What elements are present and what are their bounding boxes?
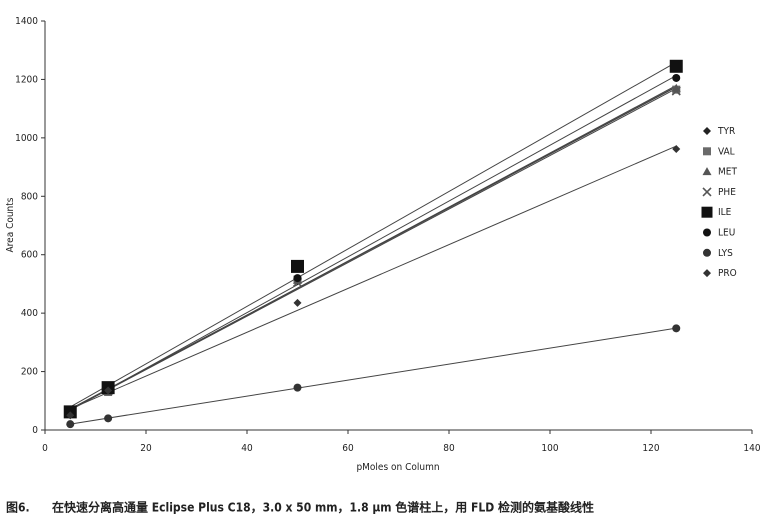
caption-label: 图6. (6, 501, 30, 515)
legend-marker (703, 228, 711, 237)
legend-label: LEU (718, 228, 735, 239)
point (672, 324, 681, 333)
legend-marker (703, 127, 711, 135)
y-tick-label: 600 (21, 250, 38, 261)
legend-label: PRO (718, 268, 737, 279)
caption: 在快速分离高通量 Eclipse Plus C18，3.0 x 50 mm，1.… (52, 500, 594, 515)
trendline (70, 85, 677, 411)
point (669, 59, 683, 73)
point (671, 86, 681, 96)
x-tick-label: 120 (642, 443, 659, 454)
point (66, 411, 75, 420)
legend-marker (703, 147, 711, 156)
x-tick-label: 140 (743, 443, 760, 454)
legend-label: TYR (717, 126, 735, 137)
legend-label: VAL (718, 146, 735, 157)
trendline (70, 327, 677, 425)
y-tick-label: 1200 (15, 74, 38, 85)
legend-marker (703, 248, 711, 257)
legend-label: PHE (718, 187, 736, 198)
x-tick-label: 20 (140, 443, 152, 454)
legend-marker (703, 269, 711, 278)
y-tick-label: 0 (32, 425, 38, 436)
legend-label: MET (718, 167, 737, 178)
trendline (70, 75, 677, 411)
x-tick-label: 100 (541, 443, 558, 454)
y-tick-label: 400 (21, 308, 38, 319)
y-tick-label: 1000 (15, 133, 38, 144)
point (672, 144, 681, 153)
x-axis-label: pMoles on Column (356, 462, 439, 473)
legend-marker (702, 187, 712, 197)
x-tick-label: 0 (42, 443, 48, 454)
y-tick-label: 200 (21, 367, 38, 378)
point (293, 274, 302, 283)
legend-marker (702, 167, 712, 176)
legend-label: ILE (718, 207, 732, 218)
trendline (70, 88, 677, 411)
point (291, 259, 304, 273)
x-tick-label: 80 (443, 443, 455, 454)
point (293, 383, 302, 392)
x-tick-label: 60 (342, 443, 354, 454)
trendline (70, 145, 677, 410)
point (66, 420, 75, 429)
point (672, 73, 681, 82)
legend-label: LYS (718, 248, 733, 259)
point (104, 414, 113, 423)
x-tick-label: 40 (241, 443, 253, 454)
y-axis-label: Area Counts (5, 197, 16, 252)
legend-marker (701, 206, 713, 218)
y-tick-label: 1400 (15, 16, 38, 27)
point (293, 298, 302, 307)
point (104, 386, 113, 395)
trendline (70, 61, 677, 408)
y-tick-label: 800 (21, 191, 38, 202)
